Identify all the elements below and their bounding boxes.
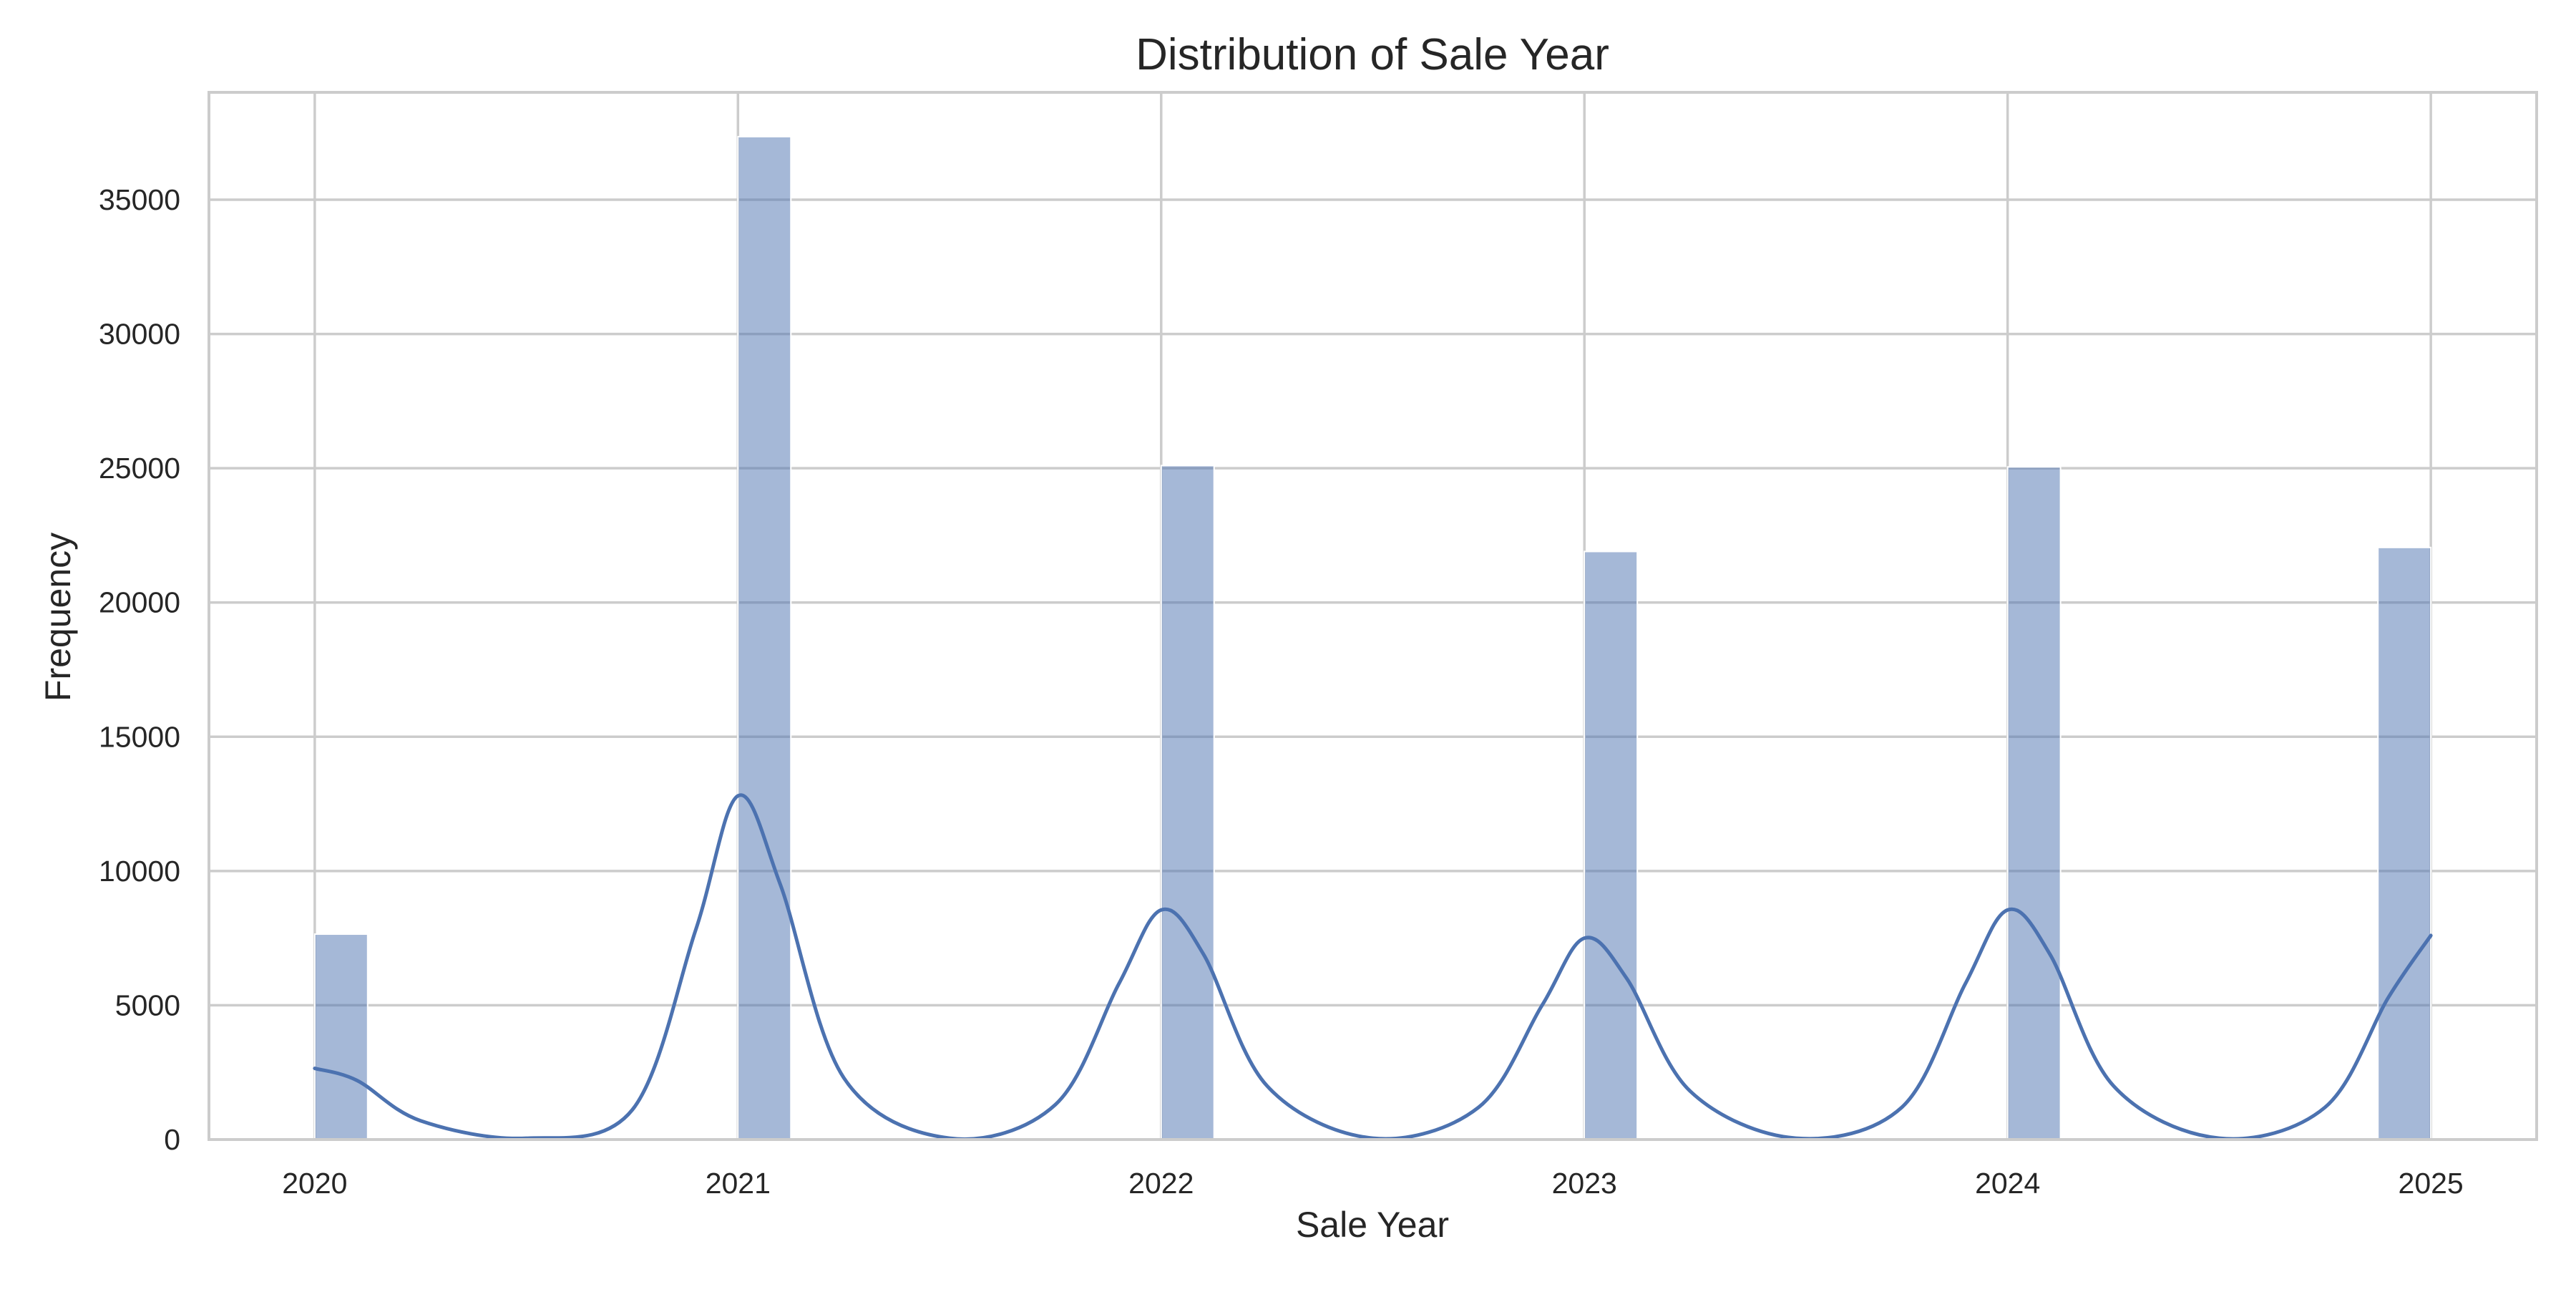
- x-axis-label: Sale Year: [1296, 1205, 1449, 1245]
- y-tick-label: 5000: [115, 989, 180, 1021]
- y-tick-label: 30000: [99, 318, 180, 351]
- plot-spines: [208, 91, 2538, 1141]
- y-tick-label: 35000: [99, 183, 180, 216]
- y-axis-label: Frequency: [38, 533, 78, 701]
- x-tick-label: 2021: [706, 1167, 771, 1200]
- kde-curve-group: [313, 793, 2433, 1141]
- chart-title: Distribution of Sale Year: [1136, 30, 1609, 79]
- plot-area: [209, 92, 2537, 1140]
- y-tick-label: 20000: [99, 586, 180, 619]
- histogram-bar-3: [1160, 465, 1215, 1140]
- x-tick-label: 2024: [1975, 1167, 2040, 1200]
- histogram-bar-2: [737, 135, 792, 1141]
- histogram-bars: [313, 135, 2432, 1141]
- plot-frame: [208, 91, 2538, 1141]
- y-tick-label: 25000: [99, 452, 180, 485]
- y-tick-label: 10000: [99, 855, 180, 888]
- x-tick-label: 2023: [1552, 1167, 1617, 1200]
- y-tick-label: 15000: [99, 720, 180, 753]
- y-tick-label: 0: [164, 1123, 180, 1156]
- histogram-bar-4: [1584, 550, 1639, 1140]
- tick-labels: 2020 2021 2022 2023 2024 2025 0 5000 10000 15000 2…: [99, 183, 2464, 1200]
- histogram-bar-6: [2377, 546, 2432, 1140]
- x-tick-label: 2025: [2399, 1167, 2464, 1200]
- histogram-bar-1: [313, 933, 369, 1141]
- histogram-bar-5: [2006, 466, 2062, 1140]
- x-tick-label: 2020: [282, 1167, 347, 1200]
- x-tick-label: 2022: [1128, 1167, 1194, 1200]
- kde-curve: [313, 793, 2433, 1141]
